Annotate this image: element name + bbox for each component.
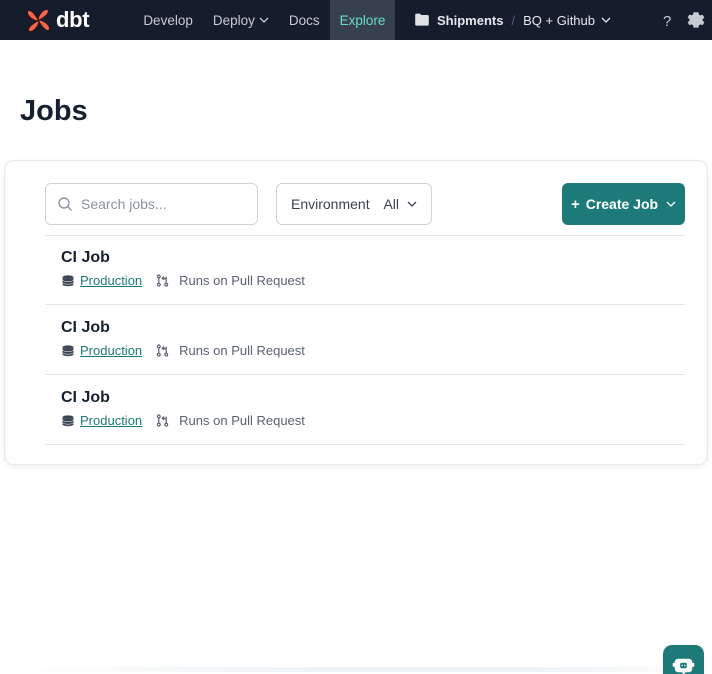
svg-text:?: ? — [663, 13, 671, 29]
